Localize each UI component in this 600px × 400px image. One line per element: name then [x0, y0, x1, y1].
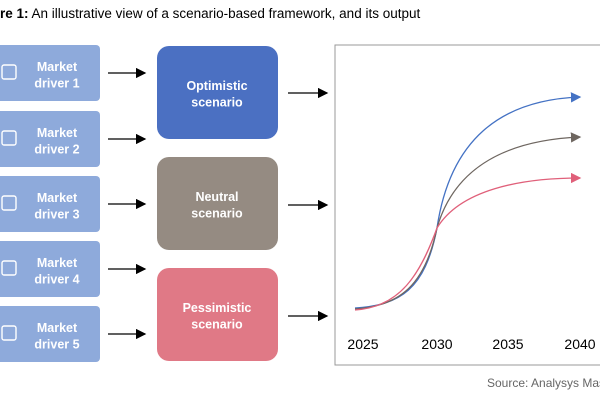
pessimistic-curve	[354, 172, 582, 311]
optimistic-box	[157, 46, 278, 139]
neutral-curve	[354, 132, 582, 310]
driver-box	[0, 176, 100, 232]
scenario-labels: Optimistic scenario Neutral scenario Pessimi…	[183, 79, 252, 331]
driver-label: Market driver 4	[34, 256, 79, 286]
x-label: 2035	[492, 336, 523, 352]
scenario-label: Pessimistic scenario	[183, 301, 252, 331]
driver-icon	[1, 325, 17, 341]
driver-box	[0, 306, 100, 362]
driver-icon	[1, 195, 17, 211]
neutral-box	[157, 157, 278, 250]
figure-label: re 1:	[0, 6, 29, 21]
driver-icon	[1, 260, 17, 276]
curves	[354, 92, 582, 311]
driver-label: Market driver 5	[34, 321, 79, 351]
driver-label: Market driver 1	[34, 60, 79, 90]
figure-title: re 1: An illustrative view of a scenario…	[0, 6, 420, 21]
x-label: 2030	[421, 336, 452, 352]
chart-frame	[334, 44, 600, 366]
figure-text: An illustrative view of a scenario-based…	[32, 6, 421, 21]
x-label: 2025	[347, 336, 378, 352]
driver-box	[0, 111, 100, 167]
pessimistic-box	[157, 268, 278, 361]
driver-icon	[1, 64, 17, 80]
drivers: Market driver 1 Market driver 2 Market driver…	[0, 45, 147, 362]
scenario-arrows	[288, 87, 329, 322]
driver-box	[0, 45, 100, 101]
x-label: 2040	[564, 336, 595, 352]
x-labels: 2025 2030 2035 2040	[347, 336, 595, 352]
driver-label: Market driver 3	[34, 191, 79, 221]
source: Source: Analysys Mas	[487, 376, 600, 390]
driver-box	[0, 241, 100, 297]
scenario-boxes	[157, 46, 278, 361]
optimistic-curve	[354, 92, 582, 309]
scenario-label: Neutral scenario	[191, 190, 243, 220]
scenario-label: Optimistic scenario	[186, 79, 247, 109]
driver-label: Market driver 2	[34, 126, 79, 156]
driver-icon	[1, 130, 17, 146]
